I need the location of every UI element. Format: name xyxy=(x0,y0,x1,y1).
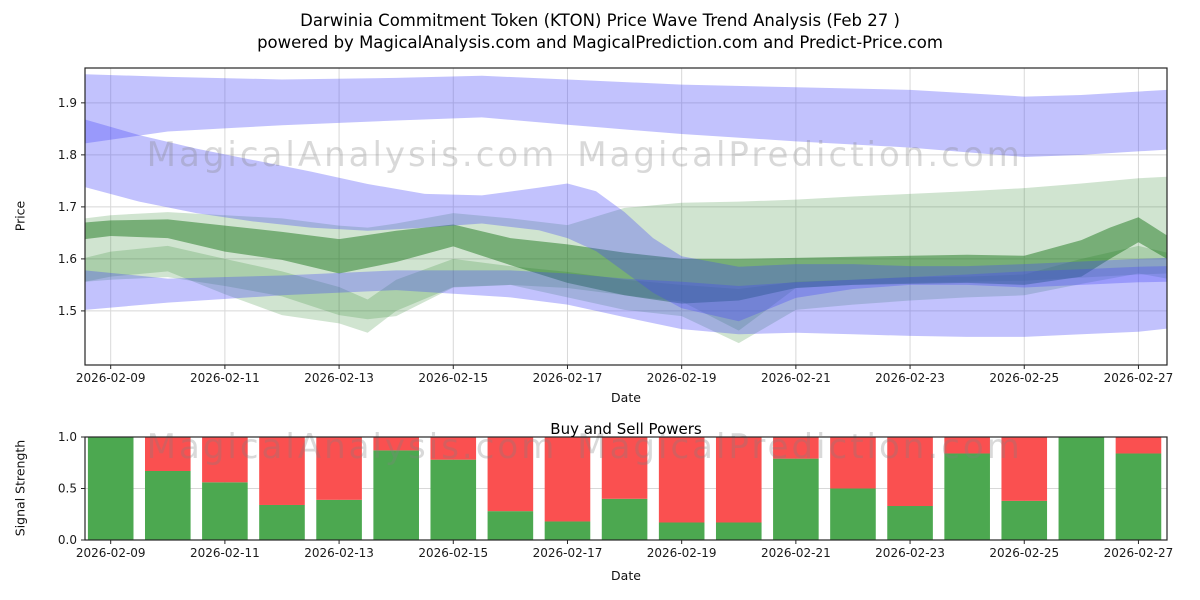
sell-bar xyxy=(316,437,362,500)
buy-bar xyxy=(373,450,419,540)
x-tick-label: 2026-02-23 xyxy=(875,371,945,385)
sell-bar xyxy=(715,437,762,523)
sell-bar xyxy=(601,437,648,499)
watermark-text: MagicalPrediction.com xyxy=(577,427,1023,467)
signal-strength-axis-label: Signal Strength xyxy=(12,439,28,537)
x-tick-label: 2026-02-21 xyxy=(761,371,831,385)
title-line-1: Darwinia Commitment Token (KTON) Price W… xyxy=(300,11,900,30)
sell-bar xyxy=(544,437,591,522)
x-tick-label: 2026-02-25 xyxy=(989,371,1059,385)
buy-bar xyxy=(316,499,362,540)
x-tick-label: 2026-02-17 xyxy=(533,546,603,560)
buy-bar xyxy=(715,522,762,540)
sell-bar xyxy=(430,437,477,460)
sell-bar xyxy=(773,437,819,459)
buy-bar xyxy=(944,453,990,540)
x-tick-label: 2026-02-25 xyxy=(989,546,1059,560)
sell-bar xyxy=(887,437,933,507)
buy-bar xyxy=(887,506,933,540)
x-tick-label: 2026-02-09 xyxy=(76,546,146,560)
sell-bar xyxy=(373,437,419,451)
sell-bar xyxy=(944,437,990,454)
buy-bar xyxy=(1058,437,1105,540)
sell-bar xyxy=(1115,437,1162,454)
buy-bar xyxy=(259,504,305,540)
price-axis-label: Price xyxy=(12,200,28,232)
x-tick-label: 2026-02-27 xyxy=(1104,371,1174,385)
sell-bar xyxy=(144,437,191,471)
y-tick-label: 1.6 xyxy=(58,252,77,266)
x-tick-label: 2026-02-19 xyxy=(647,371,717,385)
date-axis-label-bottom: Date xyxy=(611,568,641,583)
date-axis-label-top: Date xyxy=(611,390,641,405)
buy-bar xyxy=(830,488,876,540)
watermark-text: MagicalPrediction.com xyxy=(577,135,1023,175)
buy-bar xyxy=(430,459,477,540)
green-dark-band xyxy=(85,217,1167,304)
buy-bar xyxy=(144,470,191,540)
y-tick-label: 1.7 xyxy=(58,200,77,214)
x-tick-label: 2026-02-09 xyxy=(76,371,146,385)
top-plot-frame xyxy=(84,67,1168,366)
sell-bar xyxy=(259,437,305,505)
x-tick-label: 2026-02-15 xyxy=(418,371,488,385)
x-tick-label: 2026-02-15 xyxy=(418,546,488,560)
sell-bar xyxy=(487,437,534,512)
y-tick-label: 1.0 xyxy=(58,430,77,444)
watermark-text: MagicalAnalysis.com xyxy=(147,135,558,175)
buy-bar xyxy=(773,458,819,540)
blue-upper-band xyxy=(85,74,1167,157)
buy-sell-powers-title: Buy and Sell Powers xyxy=(550,420,702,438)
blue-lower-band xyxy=(85,266,1167,337)
x-tick-label: 2026-02-23 xyxy=(875,546,945,560)
x-tick-label: 2026-02-11 xyxy=(190,371,260,385)
buy-bar xyxy=(658,522,705,540)
blue-mid-band xyxy=(85,119,1167,322)
x-tick-label: 2026-02-19 xyxy=(647,546,717,560)
buy-bar xyxy=(1001,500,1048,540)
y-tick-label: 1.9 xyxy=(58,96,77,110)
y-tick-label: 1.5 xyxy=(58,304,77,318)
x-tick-label: 2026-02-13 xyxy=(304,546,374,560)
sell-bar xyxy=(202,437,248,483)
x-tick-label: 2026-02-17 xyxy=(533,371,603,385)
y-tick-label: 0.5 xyxy=(58,482,77,496)
y-tick-label: 0.0 xyxy=(58,533,77,547)
x-tick-label: 2026-02-13 xyxy=(304,371,374,385)
buy-bar xyxy=(601,498,648,540)
buy-bar xyxy=(544,521,591,540)
buy-bar xyxy=(202,482,248,540)
buy-bar xyxy=(487,511,534,540)
x-tick-label: 2026-02-21 xyxy=(761,546,831,560)
watermark-text: MagicalAnalysis.com xyxy=(147,427,558,467)
sell-bar xyxy=(658,437,705,523)
title-line-2: powered by MagicalAnalysis.com and Magic… xyxy=(257,33,943,52)
sell-bar xyxy=(830,437,876,489)
x-tick-label: 2026-02-11 xyxy=(190,546,260,560)
buy-bar xyxy=(87,437,134,540)
x-tick-label: 2026-02-27 xyxy=(1104,546,1174,560)
y-tick-label: 1.8 xyxy=(58,148,77,162)
figure-title: Darwinia Commitment Token (KTON) Price W… xyxy=(0,10,1200,54)
buy-bar xyxy=(1115,453,1162,540)
sell-bar xyxy=(1001,437,1048,501)
